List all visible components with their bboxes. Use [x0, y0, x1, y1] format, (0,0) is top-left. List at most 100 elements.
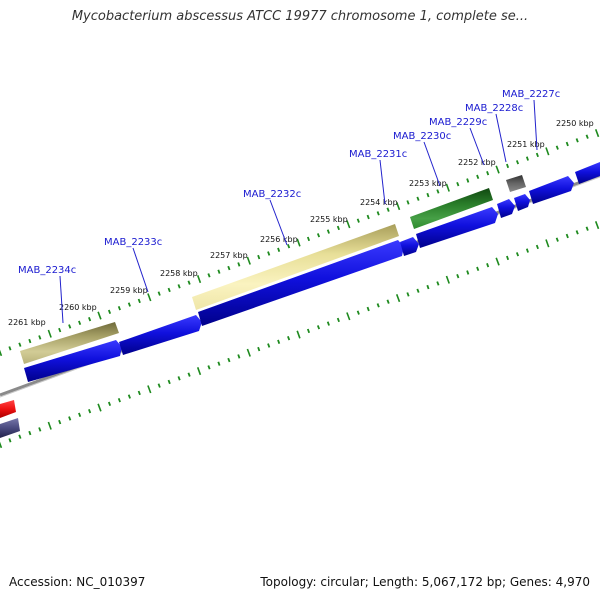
gene-labels: MAB_2234c MAB_2233c MAB_2232c MAB_2231c … [18, 89, 560, 324]
scale-tick [287, 335, 291, 341]
scale-tick [555, 237, 559, 242]
scale-tick [137, 298, 141, 304]
scale-tick [246, 256, 251, 265]
cds-arrow-mab-2230c[interactable] [416, 207, 498, 248]
scale-tick [277, 247, 281, 252]
scale-tick [217, 269, 221, 274]
sequence-title: Mycobacterium abscessus ATCC 19977 chrom… [71, 9, 529, 24]
scale-tick [257, 346, 261, 352]
cds-arrow-mab-2227c[interactable] [529, 176, 574, 204]
gene-label-mab-2233c[interactable]: MAB_2233c [104, 237, 162, 248]
scale-tick [306, 328, 311, 334]
cds-arrow-mab-2231c[interactable] [400, 237, 419, 256]
scale-tick [287, 243, 291, 249]
gene-label-mab-2232c[interactable]: MAB_2232c [243, 189, 301, 200]
cds-arrow-mab-2228c[interactable] [514, 194, 530, 211]
scale-tick [28, 338, 32, 344]
scale-tick [426, 192, 430, 198]
kbp-label: 2251 kbp [507, 140, 545, 149]
scale-tick [326, 321, 330, 326]
scale-tick [237, 262, 241, 267]
feature-slate-partial[interactable] [0, 418, 20, 438]
scale-tick [395, 202, 401, 211]
scale-tick [207, 273, 211, 278]
scale-tick [525, 156, 529, 161]
gene-label-mab-2234c[interactable]: MAB_2234c [18, 265, 76, 276]
scale-tick [515, 252, 520, 257]
scale-tick [8, 438, 12, 443]
kbp-label: 2254 kbp [360, 198, 398, 207]
scale-tick [207, 365, 211, 370]
gene-label-mab-2229c[interactable]: MAB_2229c [429, 117, 487, 128]
cds-arrow-mab-2229c[interactable] [497, 199, 515, 218]
cds-arrow-right-edge[interactable] [575, 162, 600, 184]
scale-tick [416, 196, 420, 201]
scale-tick [88, 316, 92, 322]
scale-tick [107, 401, 112, 407]
scale-tick [565, 233, 569, 239]
scale-tick [416, 288, 420, 293]
scale-tick [515, 160, 520, 165]
scale-tick [177, 376, 181, 381]
scale-tick [68, 324, 72, 329]
scale-tick [535, 152, 539, 158]
scale-tick [476, 266, 480, 272]
scale-tick [495, 165, 500, 174]
kbp-label: 2252 kbp [458, 158, 496, 167]
scale-tick [78, 320, 82, 326]
scale-tick [58, 327, 62, 333]
gene-bar-mab-2230c[interactable] [410, 188, 493, 229]
scale-tick [217, 361, 221, 366]
scale-tick [386, 207, 390, 212]
scale-tick [486, 171, 490, 176]
gene-bar-mab-2234c[interactable] [20, 322, 119, 364]
scale-tick [316, 233, 321, 238]
scale-tick [436, 281, 440, 286]
scale-tick [545, 239, 550, 248]
scale-tick [277, 339, 281, 344]
kbp-label: 2258 kbp [160, 269, 198, 278]
scale-tick [167, 287, 171, 293]
gene-bar-mab-2232c[interactable] [192, 224, 399, 310]
cds-arrow-mab-2232c[interactable] [198, 240, 404, 326]
scale-tick [406, 200, 410, 205]
scale-tick [227, 357, 231, 363]
scale-tick [535, 244, 539, 250]
scale-tick [436, 189, 440, 194]
scale-tick [97, 311, 102, 320]
accession-text: Accession: NC_010397 [9, 575, 146, 589]
scale-tick [486, 263, 490, 268]
scale-tick [8, 346, 12, 351]
scale-tick [0, 441, 3, 449]
scale-tick [28, 430, 32, 436]
gene-bar-mab-2227c[interactable] [506, 175, 526, 192]
scale-tick [555, 145, 559, 150]
kbp-label: 2261 kbp [8, 318, 46, 327]
kbp-label: 2255 kbp [310, 215, 348, 224]
scale-tick [506, 163, 510, 169]
scale-tick [117, 397, 121, 403]
scale-tick [585, 226, 589, 231]
scale-tick [445, 183, 450, 192]
scale-tick [366, 306, 370, 312]
lower-tick-track [0, 221, 600, 449]
scale-tick [386, 299, 390, 304]
scale-tick [575, 138, 579, 143]
gene-label-mab-2227c[interactable]: MAB_2227c [502, 89, 560, 100]
scale-tick [107, 309, 112, 315]
cds-arrow-mab-2233c[interactable] [119, 315, 202, 355]
cds-arrow-mab-2234c[interactable] [24, 340, 122, 382]
scale-tick [296, 238, 301, 247]
feature-red-partial[interactable] [0, 400, 16, 418]
scale-tick [68, 416, 72, 421]
gene-label-mab-2228c[interactable]: MAB_2228c [465, 103, 523, 114]
scale-tick [246, 348, 251, 357]
scale-tick [187, 280, 191, 285]
scale-tick [267, 343, 271, 348]
kbp-label: 2257 kbp [210, 251, 248, 260]
gene-label-mab-2231c[interactable]: MAB_2231c [349, 149, 407, 160]
scale-tick [157, 383, 161, 388]
gene-label-mab-2230c[interactable]: MAB_2230c [393, 131, 451, 142]
scale-tick [585, 134, 589, 139]
